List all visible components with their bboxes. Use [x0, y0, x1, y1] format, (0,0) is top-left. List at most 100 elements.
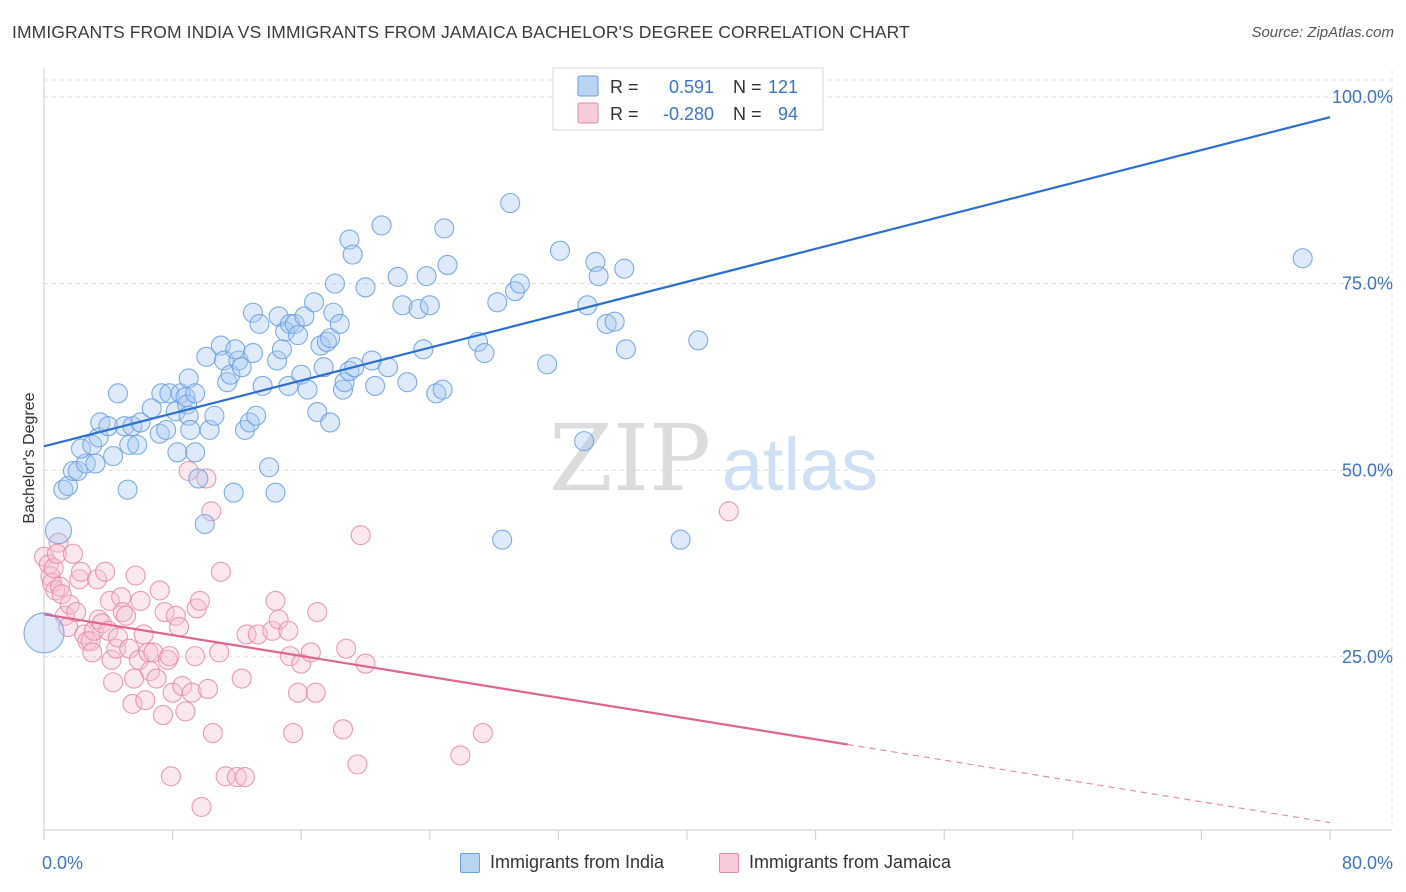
india-point — [67, 460, 88, 482]
india-point — [249, 313, 270, 334]
india-point — [355, 277, 376, 298]
y-tick-label: 50.0% — [1342, 460, 1393, 480]
india-point — [588, 266, 609, 287]
india-point — [185, 383, 206, 404]
india-point — [156, 419, 177, 440]
india-point — [159, 383, 180, 404]
india-point — [246, 405, 267, 426]
jamaica-point — [336, 638, 357, 659]
india-point — [419, 295, 440, 316]
jamaica-point — [305, 682, 326, 703]
jamaica-point — [307, 602, 328, 623]
jamaica-point — [202, 722, 223, 744]
bottom-legend-jamaica[interactable]: Immigrants from Jamaica — [719, 852, 951, 873]
india-point — [107, 383, 128, 404]
watermark-zip: ZIP — [549, 405, 711, 512]
india-point — [320, 328, 341, 349]
india-point — [178, 368, 199, 389]
jamaica-point — [355, 653, 376, 674]
legend: R = 0.591 N = 121 R = -0.280 N = 94 — [552, 67, 824, 131]
legend-n-label-jamaica: N = — [733, 104, 762, 124]
watermark: ZIP atlas — [549, 405, 878, 512]
trend-lines — [43, 116, 1331, 824]
jamaica-point — [66, 602, 87, 623]
jamaica-point — [83, 620, 104, 641]
jamaica-point — [165, 605, 186, 626]
india-point — [44, 517, 73, 545]
jamaica-point — [50, 576, 71, 597]
india-point — [416, 266, 437, 287]
india-point — [225, 339, 246, 360]
jamaica-point — [191, 796, 212, 817]
india-point — [149, 423, 170, 444]
jamaica-point — [130, 590, 151, 611]
jamaica-point — [146, 668, 167, 689]
india-point — [437, 254, 458, 276]
jamaica-point — [234, 767, 255, 788]
india-point — [304, 292, 325, 313]
jamaica-point — [265, 590, 286, 611]
jamaica-point — [152, 705, 174, 726]
india-point — [127, 434, 148, 455]
jamaica-point — [236, 624, 257, 645]
jamaica-point — [111, 587, 132, 608]
india-point — [23, 612, 65, 654]
jamaica-point — [99, 590, 120, 611]
jamaica-point — [209, 642, 230, 663]
india-point — [615, 339, 636, 360]
india-point — [500, 192, 521, 214]
bottom-legend-india[interactable]: Immigrants from India — [460, 852, 664, 873]
jamaica-point — [51, 584, 72, 605]
india-point — [316, 331, 337, 352]
india-point — [509, 273, 530, 294]
jamaica-point — [115, 605, 137, 626]
india-point — [242, 342, 264, 364]
india-point — [323, 302, 344, 323]
india-point — [231, 357, 252, 378]
jamaica-point — [86, 569, 108, 590]
legend-r-value-jamaica: -0.280 — [663, 104, 714, 124]
india-point — [604, 311, 625, 332]
india-point — [339, 229, 360, 250]
y-tick-label: 25.0% — [1342, 647, 1393, 667]
jamaica-point — [101, 649, 122, 670]
india-point — [185, 442, 206, 463]
jamaica-point — [103, 672, 124, 693]
india-point — [297, 379, 318, 400]
legend-r-label-jamaica: R = — [610, 104, 639, 124]
india-point — [1292, 248, 1313, 269]
jamaica-point — [262, 620, 283, 641]
jamaica-point — [160, 766, 182, 787]
india-point — [387, 266, 408, 287]
india-point — [688, 330, 709, 351]
bottom-legend-swatch-india — [460, 852, 480, 873]
india-point — [204, 405, 225, 426]
legend-n-label-india: N = — [733, 77, 762, 97]
india-point — [188, 468, 209, 489]
legend-n-value-india: 121 — [768, 77, 798, 97]
source-label: Source: ZipAtlas.com — [1251, 24, 1394, 41]
india-point — [287, 325, 309, 346]
y-tick-label: 75.0% — [1342, 274, 1393, 294]
gridlines — [44, 70, 1393, 830]
trend-line-jamaica-extrapolated — [847, 743, 1331, 824]
jamaica-point — [283, 722, 304, 744]
jamaica-point — [189, 590, 210, 611]
jamaica-point — [196, 468, 217, 489]
jamaica-point — [718, 501, 739, 522]
india-point — [320, 412, 341, 433]
legend-r-label-india: R = — [610, 77, 639, 97]
tick-labels: 100.0% 75.0% 50.0% 25.0% 0.0% 80.0% — [42, 87, 1393, 873]
india-point — [329, 313, 350, 334]
india-point — [371, 215, 392, 236]
series-jamaica-points — [33, 460, 739, 817]
jamaica-point — [135, 690, 156, 711]
jamaica-point — [181, 682, 202, 703]
jamaica-point — [450, 745, 471, 766]
trend-line-jamaica — [43, 613, 848, 746]
y-tick-label: 100.0% — [1332, 87, 1393, 107]
jamaica-point — [278, 620, 299, 641]
jamaica-point — [201, 501, 222, 522]
india-point — [397, 372, 418, 393]
axes — [43, 68, 1392, 840]
